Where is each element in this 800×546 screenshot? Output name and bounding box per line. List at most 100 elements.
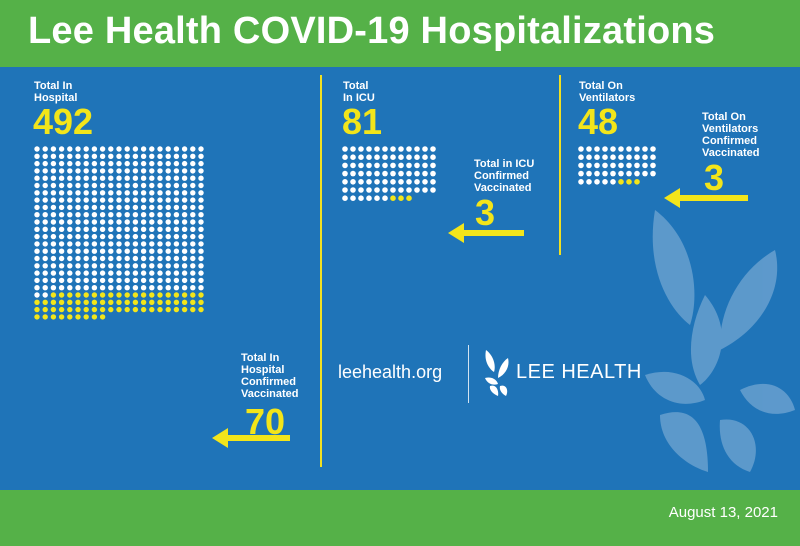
vent-dot [578,162,584,169]
hospital-vaccinated-dot [140,299,147,305]
hospital-vaccinated-dot [140,306,147,313]
hospital-dot [165,255,171,262]
hospital-dot [132,241,139,247]
hospital-dot [198,263,204,269]
vent-dot [578,154,584,160]
hospital-dot [132,248,139,254]
hospital-dot [132,226,139,232]
hospital-dot [198,160,204,167]
hospital-dot [34,226,40,232]
hospital-vaccinated-dot [50,306,57,313]
icu-dot [382,162,388,169]
hospital-dot [108,182,114,189]
icu-dot [358,179,364,185]
vent-dot [610,170,616,177]
hospital-dot [157,285,163,291]
hospital-dot [124,212,130,218]
icu-dot [390,146,396,152]
hospital-vaccinated-dot [165,292,171,298]
hospital-dot [116,182,122,189]
icu-dot [382,170,388,177]
vent-dot [642,146,648,152]
hospital-vax-label-line1: Total In [241,352,280,364]
hospital-dot [157,241,163,247]
icu-dot [406,170,412,177]
hospital-dot [157,168,163,174]
hospital-dot [108,160,114,167]
hospital-dot [42,241,48,247]
icu-arrow-icon [448,223,524,243]
hospital-dot [173,277,180,284]
hospital-vax-label-line4: Vaccinated [241,388,299,400]
vent-label: Total On Ventilators [579,80,635,104]
hospital-dot [99,219,106,225]
icu-dot [422,187,428,193]
hospital-dot [99,190,106,196]
website-link[interactable]: leehealth.org [338,362,443,382]
hospital-dot [132,285,139,291]
hospital-dot [116,248,122,254]
hospital-vaccinated-dot [99,299,106,305]
hospital-dot [91,248,98,254]
hospital-dot [181,204,188,211]
icu-vaccinated-dot [406,195,412,201]
hospital-dot [91,226,98,232]
hospital-dot [42,255,48,262]
hospital-vaccinated-dot [58,314,65,320]
hospital-dot [173,226,180,232]
hospital-dot [83,277,89,284]
hospital-dot [99,248,106,254]
hospital-dot [67,277,73,284]
hospital-dot [75,146,81,152]
icu-dot [350,170,356,177]
vent-dot [634,162,640,169]
vent-dot [642,170,648,177]
hospital-dot [91,168,98,174]
hospital-dot [83,226,89,232]
hospital-dot [157,248,163,254]
icu-dot [350,162,356,169]
hospital-vaccinated-dot [67,314,73,320]
hospital-vaccinated-dot [157,292,163,298]
hospital-dot [58,160,65,167]
hospital-dot [34,190,40,196]
hospital-dot [190,153,196,159]
vent-vaccinated-dot [634,179,640,185]
hospital-dot [75,285,81,291]
hospital-dot [149,248,155,254]
hospital-dot [42,153,48,159]
hospital-dot [34,277,40,284]
leaf-watermark-icon [645,210,795,472]
vent-dot [634,170,640,177]
hospital-dot [91,146,98,152]
hospital-vaccinated-dot [67,292,73,298]
hospital-label-line2: Hospital [34,92,78,104]
icu-dot [406,162,412,169]
panel-divider-left [320,75,322,467]
hospital-dot [116,190,122,196]
hospital-dot [173,285,180,291]
vent-vaccinated: 3 [704,157,725,198]
hospital-dot [83,153,89,159]
hospital-dot [83,233,89,240]
hospital-dot [140,263,147,269]
hospital-dot [34,255,40,262]
hospital-dot [50,248,57,254]
hospital-dot [140,160,147,167]
hospital-dot [124,241,130,247]
hospital-dot [99,263,106,269]
hospital-dot [50,219,57,225]
icu-dot [390,187,396,193]
vent-arrow-icon [664,188,748,208]
hospital-dot [108,255,114,262]
panel-divider-right [559,75,561,255]
hospital-vaccinated-dot [116,306,122,313]
hospital-dot [91,175,98,181]
icu-dot [374,170,380,177]
hospital-dot [34,146,40,152]
hospital-total: 492 [33,101,94,142]
hospital-dot [75,182,81,189]
icu-dot [358,162,364,169]
hospital-dot [157,270,163,276]
hospital-dot [124,263,130,269]
